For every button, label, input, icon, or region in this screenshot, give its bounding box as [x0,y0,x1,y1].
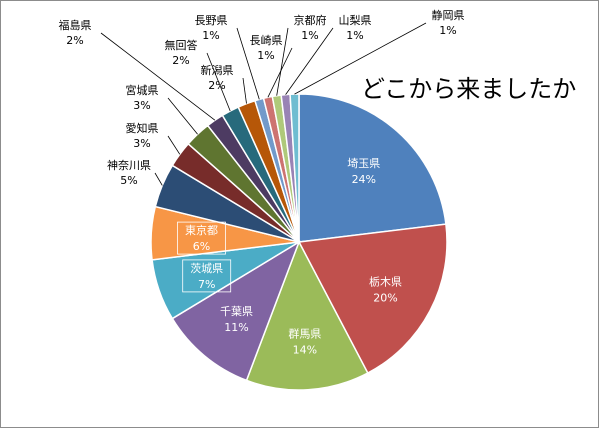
slice-label-name-9: 福島県 [59,18,92,32]
leader-lines [100,22,427,186]
pie-slice-0 [298,93,447,243]
slice-label-name-4: 茨城県 [190,261,223,275]
slice-label-name-10: 無回答 [165,38,198,52]
slice-label-pct-12: 1% [202,29,219,42]
leader-line-9 [100,32,216,121]
slice-label-pct-7: 3% [133,137,150,150]
slice-label-1: 栃木県 20% [369,274,402,304]
slice-label-pct-11: 2% [208,79,225,92]
slice-label-12: 長野県 1% [195,14,228,42]
slice-label-name-15: 山梨県 [339,13,372,27]
slice-label-6: 神奈川県 5% [107,158,151,187]
slice-label-name-1: 栃木県 [369,274,402,288]
slice-label-name-7: 愛知県 [126,121,159,135]
leader-line-10 [206,52,231,112]
leader-line-12 [236,27,260,100]
slice-label-0: 埼玉県 24% [347,156,380,186]
pie-slices [150,93,448,391]
slice-label-pct-14: 1% [301,29,318,42]
leader-line-7 [167,135,181,155]
leader-line-6 [154,172,163,186]
pie-slice-3 [171,240,301,382]
leader-line-13 [267,47,293,98]
leader-line-15 [285,27,334,95]
slice-label-name-0: 埼玉県 [347,156,380,170]
slice-label-pct-0: 24% [352,173,376,186]
slice-label-pct-3: 11% [224,321,248,334]
slice-label-frame-5 [177,221,226,255]
leader-line-16 [294,22,427,95]
slice-label-10: 無回答 2% [165,38,198,67]
pie-slice-1 [297,223,448,375]
slice-label-pct-9: 2% [66,34,83,47]
slice-label-pct-5: 6% [193,240,210,253]
slice-label-16: 静岡県 1% [432,8,465,37]
slice-label-pct-4: 7% [198,278,215,291]
slice-label-name-14: 京都府 [294,13,327,27]
slice-label-13: 長崎県 1% [250,33,283,62]
slice-label-2: 群馬県 14% [288,327,321,357]
leader-line-8 [167,97,198,135]
slice-label-pct-8: 3% [133,99,150,112]
slice-label-pct-16: 1% [439,24,456,37]
slice-label-name-2: 群馬県 [288,327,321,341]
slice-label-14: 京都府 1% [294,13,327,42]
slice-label-11: 新潟県 2% [201,63,234,92]
slice-labels: 埼玉県 24% 栃木県 20% 群馬県 14% 千葉県 11% 茨城県 7% 東京都 6% 神奈川県 5%… [59,8,465,357]
slice-label-pct-10: 2% [172,54,189,67]
slice-label-name-16: 静岡県 [432,8,465,22]
slice-label-pct-15: 1% [346,29,363,42]
slice-label-name-3: 千葉県 [220,304,253,318]
slice-label-name-13: 長崎県 [250,33,283,47]
slice-label-7: 愛知県 3% [126,121,159,150]
slice-label-name-11: 新潟県 [201,63,234,77]
slice-label-8: 宮城県 3% [126,83,159,112]
slice-label-frame-4 [182,259,232,293]
slice-label-name-6: 神奈川県 [107,158,151,172]
pie-slice-2 [245,240,369,391]
chart-title: どこから来ましたか [361,75,577,103]
slice-label-5: 東京都 6% [177,221,226,255]
slice-label-name-8: 宮城県 [126,83,159,97]
slice-label-pct-6: 5% [120,174,137,187]
slice-label-name-12: 長野県 [195,14,228,27]
slice-label-pct-1: 20% [373,291,397,304]
slice-label-name-5: 東京都 [185,223,218,237]
slice-label-9: 福島県 2% [59,18,92,47]
leader-line-11 [242,77,247,104]
slice-label-3: 千葉県 11% [220,304,253,334]
slice-label-15: 山梨県 1% [339,13,372,42]
slice-label-pct-13: 1% [257,49,274,62]
slice-label-4: 茨城県 7% [182,259,232,293]
leader-line-14 [276,27,289,96]
slice-label-pct-2: 14% [293,344,317,357]
